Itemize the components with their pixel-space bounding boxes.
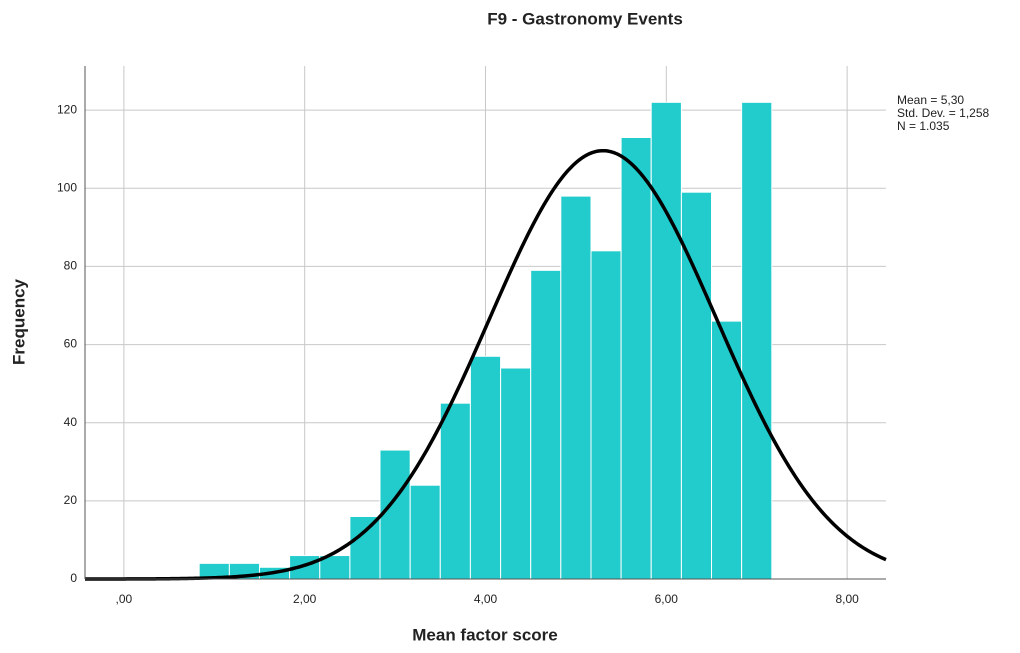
x-tick-label: ,00 — [116, 592, 133, 606]
chart-title: F9 - Gastronomy Events — [487, 9, 683, 28]
normal-curve — [85, 148, 887, 581]
bar — [349, 515, 381, 580]
y-tick-label: 100 — [57, 180, 77, 194]
stats-label: Std. Dev. = 1,258 — [897, 106, 989, 120]
bar — [650, 101, 682, 580]
stats-label: N = 1.035 — [897, 119, 950, 133]
x-axis-label: Mean factor score — [412, 625, 558, 644]
x-tick-label: 2,00 — [293, 592, 317, 606]
y-tick-label: 60 — [64, 337, 78, 351]
bar — [500, 367, 532, 580]
x-tick-label: 8,00 — [835, 592, 859, 606]
y-tick-label: 20 — [64, 493, 78, 507]
y-tick-label: 80 — [64, 259, 78, 273]
bar — [409, 484, 441, 580]
y-tick-label: 40 — [64, 415, 78, 429]
bar — [560, 195, 592, 580]
y-tick-label: 0 — [70, 571, 77, 585]
y-axis-label: Frequency — [9, 278, 28, 365]
bar — [469, 355, 502, 580]
bar — [741, 101, 773, 580]
bar — [379, 449, 411, 580]
y-tick-label: 120 — [57, 102, 77, 116]
x-tick-label: 6,00 — [655, 592, 679, 606]
bar — [439, 402, 471, 580]
stats-label: Mean = 5,30 — [897, 93, 964, 107]
x-tick-label: 4,00 — [474, 592, 498, 606]
bar — [620, 136, 652, 580]
bar — [711, 320, 743, 580]
bar — [530, 269, 562, 580]
bar — [680, 191, 713, 580]
bar — [590, 250, 622, 580]
